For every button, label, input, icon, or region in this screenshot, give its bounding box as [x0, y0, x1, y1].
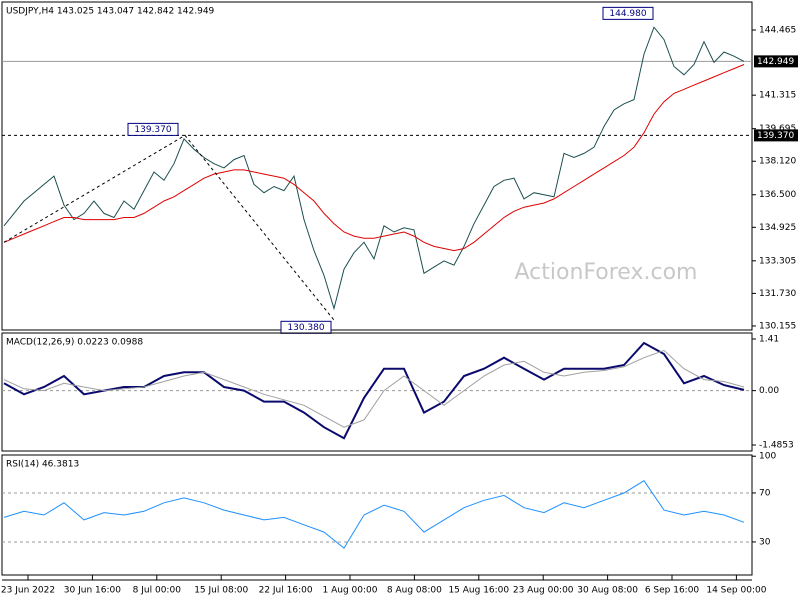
watermark: ActionForex.com: [515, 260, 698, 285]
level-label: 139.370: [757, 131, 794, 141]
series-line: [3, 341, 745, 440]
series-line: [3, 349, 745, 428]
annotation-label: 144.980: [609, 9, 646, 19]
level-box: [754, 129, 798, 142]
annotation-label: 139.370: [134, 125, 171, 135]
y-tick-label: 134.925: [759, 223, 796, 233]
panel-title: USDJPY,H4 143.025 143.047 142.842 142.94…: [6, 7, 215, 17]
y-tick-label: 144.465: [759, 26, 796, 36]
x-tick-label: 15 Jul 08:00: [194, 586, 248, 596]
y-tick-label: 141.315: [759, 91, 796, 101]
y-tick-label: 131.730: [759, 289, 796, 299]
y-tick-label: 1.41: [759, 335, 779, 345]
annotation-box: [602, 6, 654, 20]
series-line: [3, 480, 745, 549]
series-line: [3, 26, 745, 311]
level-box: [754, 55, 798, 68]
level-label: 142.949: [757, 57, 794, 67]
x-tick-label: 8 Aug 08:00: [387, 586, 442, 596]
panel-frame: [1, 454, 753, 576]
panel-title: RSI(14) 46.3813: [6, 460, 79, 470]
x-tick-label: 30 Jun 16:00: [64, 586, 121, 596]
x-tick-label: 23 Jun 2022: [1, 586, 55, 596]
y-tick-label: 0.00: [759, 386, 779, 396]
panel-frame: [1, 1, 753, 331]
panel-frame: [1, 332, 753, 452]
trend-line: [3, 134, 336, 322]
panel-title: MACD(12,26,9) 0.0223 0.0988: [6, 338, 143, 348]
y-tick-label: 130.155: [759, 321, 796, 331]
x-tick-label: 15 Aug 16:00: [448, 586, 509, 596]
x-tick-label: 1 Aug 00:00: [323, 586, 378, 596]
y-tick-label: 136.500: [759, 190, 796, 200]
y-tick-label: 30: [759, 537, 771, 547]
x-tick-label: 6 Sep 16:00: [645, 586, 700, 596]
annotation-label: 130.380: [287, 323, 324, 333]
y-tick-label: 139.695: [759, 124, 796, 134]
x-tick-label: 8 Jul 00:00: [133, 586, 182, 596]
y-tick-label: 100: [759, 452, 776, 462]
x-tick-label: 23 Aug 00:00: [513, 586, 574, 596]
y-tick-label: 70: [759, 488, 771, 498]
x-tick-label: 22 Jul 16:00: [259, 586, 313, 596]
y-tick-label: -1.4853: [759, 441, 794, 451]
y-tick-label: 133.305: [759, 256, 796, 266]
annotation-box: [127, 122, 179, 136]
series-line: [3, 64, 745, 252]
x-tick-label: 30 Aug 08:00: [577, 586, 638, 596]
y-tick-label: 138.120: [759, 157, 796, 167]
x-tick-label: 14 Sep 00:00: [706, 586, 766, 596]
